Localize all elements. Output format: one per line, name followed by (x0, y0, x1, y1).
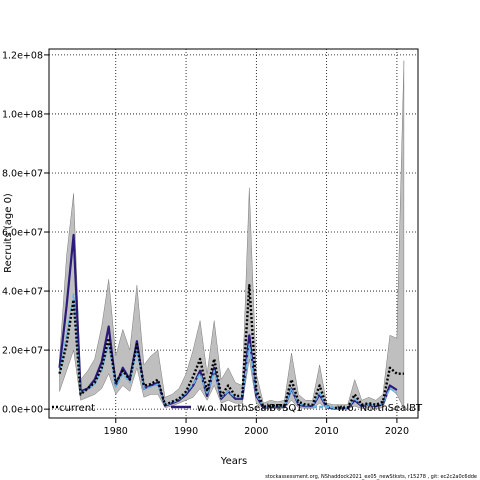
confidence-band-area (59, 60, 405, 410)
series-lines (58, 233, 404, 410)
x-tick-label: 2000 (244, 426, 268, 437)
y-tick-label: 8.0e+07 (2, 168, 43, 179)
legend-label-wo-northsealbt: w.o. NorthSealBT (337, 403, 423, 414)
plot-frame (48, 48, 419, 419)
legend-label-current: current (59, 403, 95, 414)
legend: current w.o. NorthSealBTSQ1 w.o. NorthSe… (52, 403, 423, 414)
x-tick-label: 1990 (174, 426, 198, 437)
confidence-band (59, 60, 405, 410)
y-tick-label: 4.0e+07 (2, 287, 43, 298)
x-axis-title: Years (220, 456, 247, 467)
legend-label-wo-northsealbtsq1: w.o. NorthSealBTSQ1 (197, 403, 303, 414)
y-tick-label: 6.0e+07 (2, 228, 43, 239)
y-tick-label: 2.0e+07 (2, 346, 43, 357)
footer-note: stockassessment.org, NShaddock2021_ex05_… (265, 474, 477, 480)
y-tick-label: 1.2e+08 (2, 50, 43, 61)
y-tick-label: 1.0e+08 (2, 109, 43, 120)
x-tick-label: 2020 (385, 426, 409, 437)
y-axis-title: Recruits (age 0) (3, 193, 14, 273)
x-tick-label: 2010 (315, 426, 339, 437)
x-axis: 1980 1990 2000 2010 2020 (104, 418, 409, 437)
x-tick-label: 1980 (104, 426, 128, 437)
y-tick-label: 0.0e+00 (2, 405, 43, 416)
y-axis: 0.0e+00 2.0e+07 4.0e+07 6.0e+07 8.0e+07 1.0e+… (2, 50, 49, 416)
